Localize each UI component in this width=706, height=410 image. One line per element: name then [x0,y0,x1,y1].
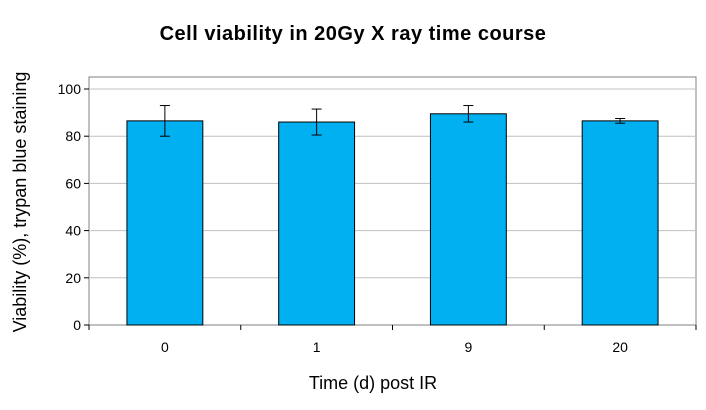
x-axis-title: Time (d) post IR [309,373,437,393]
x-tick-label: 20 [612,339,628,355]
y-axis-title: Viability (%), trypan blue staining [10,72,30,333]
bar [429,113,507,326]
chart-title: Cell viability in 20Gy X ray time course [160,23,547,45]
error-bars [159,105,626,137]
y-tick-label: 20 [65,270,81,286]
bar [278,121,356,326]
x-axis-ticks: 0 1 9 20 [88,325,697,355]
y-tick-label: 100 [58,81,82,97]
bars [126,113,659,326]
x-tick-label: 9 [464,339,472,355]
y-tick-label: 60 [65,175,81,191]
bar [581,120,659,326]
y-tick-label: 80 [65,128,81,144]
y-tick-label: 40 [65,223,81,239]
bar [126,120,204,326]
x-tick-label: 0 [161,339,169,355]
x-tick-label: 1 [313,339,321,355]
y-tick-label: 0 [73,317,81,333]
y-axis-ticks: 0 20 40 60 80 100 [58,81,89,333]
